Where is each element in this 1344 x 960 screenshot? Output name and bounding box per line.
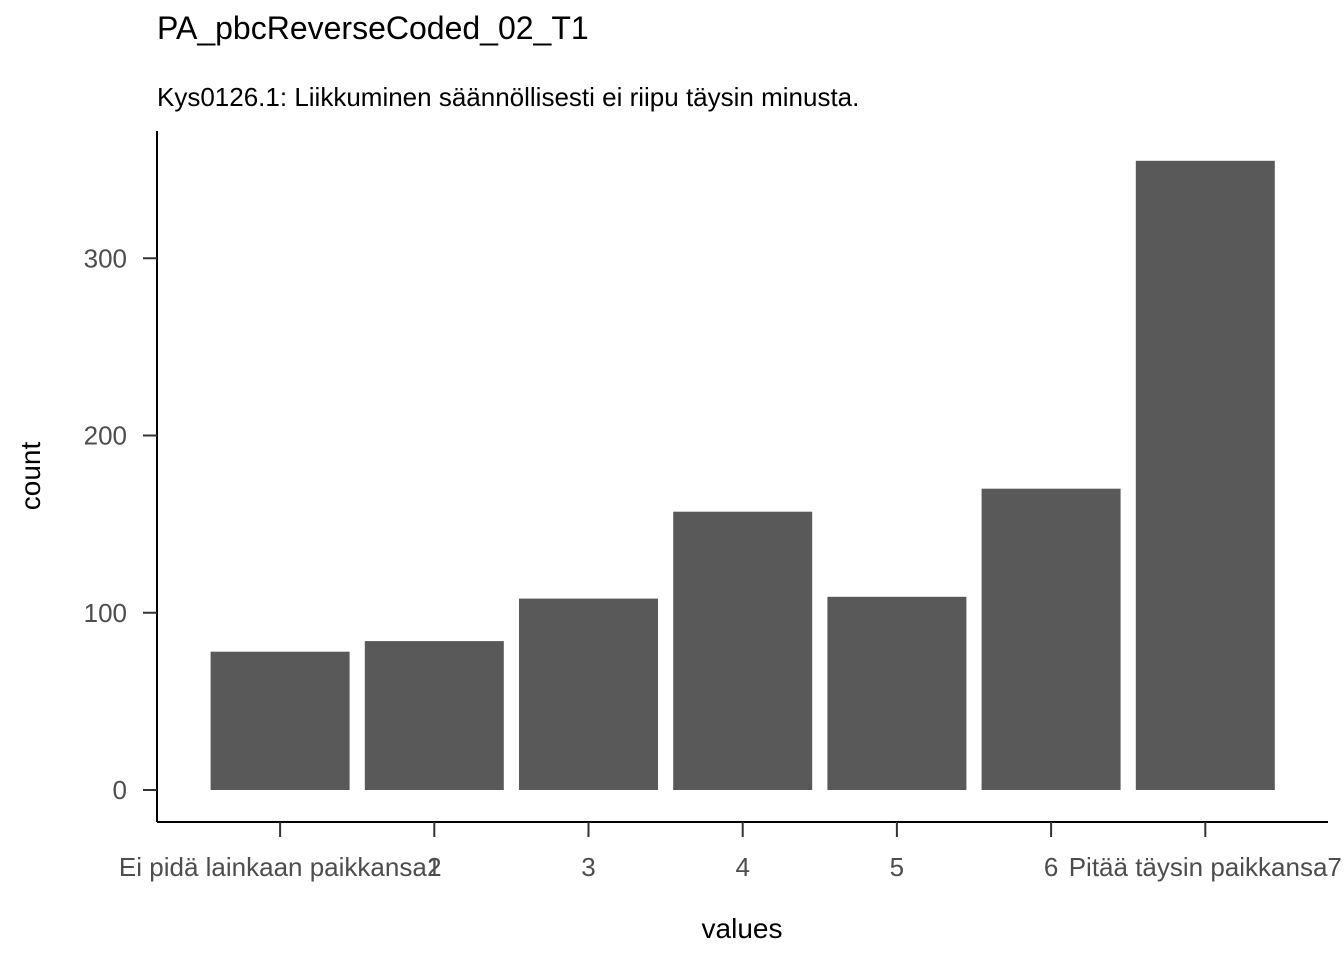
- x-tick-label: 3: [581, 852, 595, 882]
- bar-5: [827, 596, 967, 790]
- x-tick-label: 6: [1044, 852, 1058, 882]
- bar-2: [364, 641, 504, 790]
- bar-1: [210, 651, 350, 790]
- y-tick-label: 100: [84, 598, 127, 628]
- x-tick-label: Pitää täysin paikkansa7: [1069, 852, 1342, 882]
- chart-title: PA_pbcReverseCoded_02_T1: [157, 10, 589, 46]
- bar-4: [673, 511, 813, 790]
- bar-3: [519, 598, 658, 790]
- x-tick-label: Ei pidä lainkaan paikkansa1: [119, 852, 441, 882]
- y-tick-label: 0: [113, 775, 127, 805]
- x-tick-label: 2: [427, 852, 441, 882]
- y-tick-label: 300: [84, 243, 127, 273]
- bar-6: [981, 488, 1121, 790]
- y-axis-title: count: [15, 442, 46, 511]
- x-tick-label: 4: [735, 852, 749, 882]
- bars-group: [210, 160, 1275, 791]
- y-tick-label: 200: [84, 421, 127, 451]
- x-axis-title: values: [702, 913, 783, 944]
- x-tick-label: 5: [890, 852, 904, 882]
- bar-7: [1135, 160, 1275, 791]
- chart-subtitle: Kys0126.1: Liikkuminen säännöllisesti ei…: [157, 82, 860, 112]
